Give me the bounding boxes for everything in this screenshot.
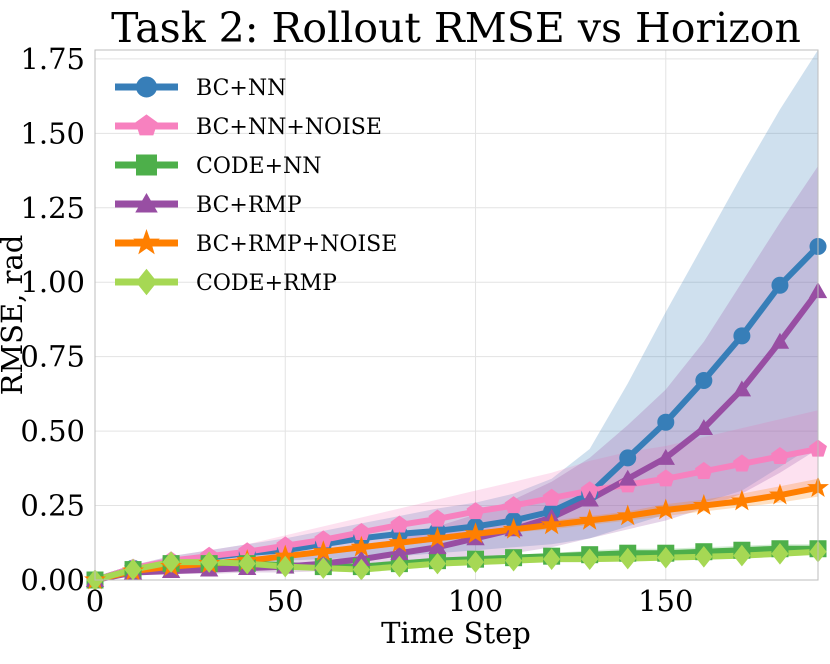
data-point-bc-rmp-noise: [312, 540, 335, 562]
data-point-bc-rmp-noise: [540, 513, 563, 535]
y-tick-label: 1.25: [20, 191, 85, 225]
data-point-bc-nn-noise: [542, 488, 561, 506]
y-tick-label: 0.25: [20, 489, 85, 523]
data-point-bc-rmp: [656, 448, 675, 465]
legend-marker-bc-nn-noise: [135, 114, 158, 136]
data-point-bc-nn-noise: [694, 461, 713, 479]
data-point-bc-rmp-noise: [388, 531, 411, 553]
y-tick-label: 1.75: [20, 42, 85, 76]
data-point-bc-nn-noise: [732, 454, 751, 472]
legend: BC+NN BC+NN+NOISE CODE+NN BC+RMP BC+RMP+NOIS…: [115, 76, 397, 296]
plot-frame: [94, 49, 819, 581]
x-axis-label: Time Step: [381, 616, 531, 650]
data-point-code-rmp: [771, 542, 789, 565]
data-point-code-rmp: [314, 557, 332, 579]
legend-marker-code-nn: [136, 154, 157, 176]
data-point-bc-rmp-noise: [692, 494, 715, 515]
data-point-code-rmp: [542, 548, 561, 570]
data-point-bc-rmp-noise: [426, 526, 449, 548]
legend-marker-bc-nn: [136, 76, 157, 98]
data-point-bc-rmp-noise: [616, 504, 639, 526]
y-axis-label: RMSE, rad: [0, 235, 29, 396]
data-point-code-rmp: [695, 545, 713, 568]
legend-label-bc-nn: BC+NN: [196, 76, 286, 101]
legend-marker-code-rmp: [135, 268, 158, 296]
y-tick-label: 1.50: [20, 116, 85, 150]
x-tick-label: 0: [86, 584, 104, 618]
y-tick-label: 1.00: [20, 265, 85, 299]
x-tick-label: 150: [638, 584, 693, 618]
data-point-bc-nn-noise: [656, 469, 675, 487]
data-point-code-rmp: [238, 552, 256, 575]
x-tick-label: 50: [267, 584, 304, 618]
data-point-code-rmp: [619, 547, 637, 570]
legend-marker-bc-rmp: [135, 192, 158, 213]
data-point-code-rmp: [162, 551, 180, 573]
data-point-bc-rmp-noise: [350, 535, 373, 557]
data-point-bc-nn: [657, 413, 675, 431]
series-markers: [84, 238, 829, 591]
legend-label-code-nn: CODE+NN: [196, 154, 322, 179]
data-point-bc-nn-noise: [466, 502, 485, 520]
data-point-code-rmp: [504, 549, 523, 572]
data-point-bc-nn: [771, 276, 789, 294]
y-tick-label: 0.00: [20, 563, 85, 597]
legend-label-bc-rmp: BC+RMP: [196, 193, 302, 218]
data-point-bc-rmp: [694, 419, 714, 436]
x-tick-label: 100: [448, 584, 503, 618]
legend-label-bc-rmp-noise: BC+RMP+NOISE: [196, 232, 397, 257]
data-point-bc-rmp: [618, 469, 637, 486]
data-point-bc-rmp: [732, 380, 752, 397]
data-point-bc-nn-noise: [504, 496, 523, 514]
data-point-bc-nn-noise: [428, 509, 447, 527]
data-point-code-rmp: [390, 555, 409, 578]
legend-label-bc-nn-noise: BC+NN+NOISE: [196, 115, 382, 140]
y-tick-label: 0.50: [20, 414, 85, 448]
data-point-bc-nn: [695, 372, 713, 390]
data-point-bc-nn-noise: [770, 447, 789, 465]
data-point-code-rmp: [733, 544, 751, 567]
chart-title: Task 2: Rollout RMSE vs Horizon: [111, 4, 801, 52]
x-axis-ticks: 0 50 100 150: [86, 584, 694, 618]
data-point-code-rmp: [276, 555, 294, 578]
data-point-bc-rmp-noise: [578, 508, 601, 530]
data-point-bc-rmp-noise: [730, 489, 753, 511]
legend-marker-bc-rmp-noise: [133, 228, 160, 255]
data-point-bc-nn: [733, 327, 751, 345]
y-axis-ticks: 0.00 0.25 0.50 0.75 1.00 1.25 1.50 1.75: [20, 42, 85, 597]
data-point-bc-nn: [619, 449, 637, 467]
data-point-bc-rmp-noise: [768, 483, 791, 505]
data-point-bc-rmp-noise: [464, 522, 487, 544]
data-point-bc-rmp-noise: [502, 517, 525, 539]
legend-label-code-rmp: CODE+RMP: [196, 271, 337, 296]
data-point-code-rmp: [466, 551, 485, 573]
data-point-bc-rmp-noise: [654, 498, 677, 520]
y-tick-label: 0.75: [20, 340, 85, 374]
data-point-code-rmp: [200, 551, 218, 573]
data-point-bc-rmp: [580, 490, 599, 507]
data-point-code-rmp: [428, 552, 447, 575]
data-point-code-rmp: [581, 548, 599, 570]
data-point-code-rmp: [657, 546, 675, 569]
data-point-bc-rmp: [770, 332, 790, 349]
